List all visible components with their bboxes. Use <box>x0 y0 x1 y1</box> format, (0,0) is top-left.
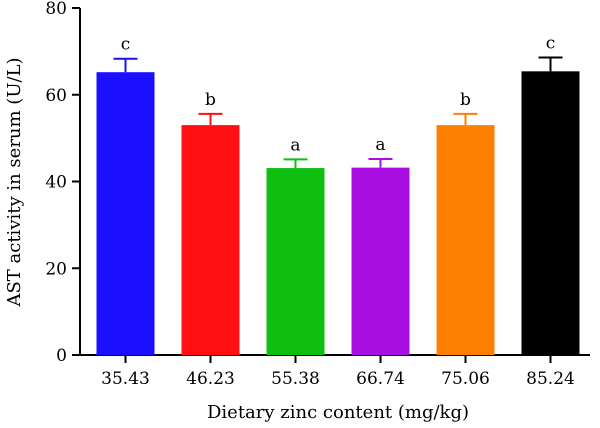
bar <box>181 125 240 355</box>
x-tick-label: 55.38 <box>271 369 320 389</box>
y-tick-label: 40 <box>45 173 67 193</box>
significance-label: a <box>290 135 300 155</box>
x-axis: 35.43 46.23 55.38 66.74 75.06 85.24 <box>79 354 590 389</box>
y-axis: 0 20 40 60 80 <box>45 0 81 366</box>
y-tick-label: 0 <box>56 346 67 366</box>
x-tick-label: 85.24 <box>526 369 575 389</box>
bar <box>266 168 325 355</box>
bars: c b a a b c <box>96 33 580 355</box>
significance-label: b <box>460 90 471 110</box>
x-tick-label: 75.06 <box>441 369 490 389</box>
significance-label: a <box>375 135 385 155</box>
bar <box>96 72 155 355</box>
x-tick-label: 66.74 <box>356 369 405 389</box>
significance-label: c <box>546 33 556 53</box>
x-tick-label: 46.23 <box>186 369 235 389</box>
bar <box>436 125 495 355</box>
x-tick-label: 35.43 <box>101 369 150 389</box>
y-tick-label: 80 <box>45 0 67 19</box>
y-tick-label: 60 <box>45 86 67 106</box>
y-tick-label: 20 <box>45 259 67 279</box>
bar <box>521 71 580 355</box>
y-axis-title: AST activity in serum (U/L) <box>4 57 25 307</box>
bar <box>351 167 410 355</box>
x-axis-title: Dietary zinc content (mg/kg) <box>207 402 469 423</box>
significance-label: b <box>205 90 216 110</box>
significance-label: c <box>121 35 131 55</box>
